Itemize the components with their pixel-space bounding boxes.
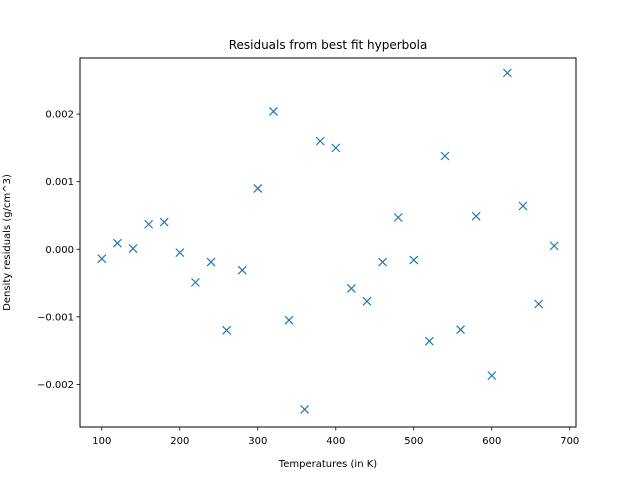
x-tick-label: 300 [248, 436, 267, 447]
x-tick-label: 200 [170, 436, 189, 447]
data-point [346, 284, 356, 293]
data-point [206, 257, 216, 267]
data-point [159, 217, 169, 227]
data-point [549, 241, 559, 251]
data-point [128, 244, 138, 254]
plot-frame [79, 57, 577, 428]
y-tick-label: −0.001 [37, 312, 74, 323]
data-point [315, 136, 325, 146]
x-axis-label: Temperatures (in K) [278, 459, 377, 470]
data-point [331, 143, 341, 153]
data-point [456, 325, 466, 335]
data-point [502, 68, 512, 78]
data-point [378, 257, 388, 267]
data-point [175, 248, 185, 258]
y-tick-label: 0.001 [45, 177, 74, 188]
data-point [222, 325, 232, 335]
data-point [518, 201, 528, 211]
x-tick-label: 700 [560, 436, 579, 447]
data-markers [97, 68, 559, 414]
data-point [534, 299, 543, 309]
x-tick-label: 400 [326, 436, 345, 447]
y-tick-label: 0.000 [45, 245, 74, 256]
data-point [237, 265, 247, 275]
data-point [487, 371, 497, 381]
data-point [471, 211, 481, 221]
data-point [253, 184, 263, 193]
data-point [113, 238, 122, 248]
data-point [97, 254, 107, 264]
data-point [440, 151, 450, 161]
data-point [268, 106, 278, 116]
x-tick-label: 500 [404, 436, 423, 447]
data-point [300, 405, 310, 414]
data-point [424, 336, 434, 346]
data-point [362, 296, 372, 306]
y-tick-label: 0.002 [45, 110, 74, 121]
data-point [284, 315, 294, 325]
x-tick-label: 600 [482, 436, 501, 447]
y-axis-label: Density residuals (g/cm^3) [2, 174, 13, 311]
x-tick-label: 100 [92, 436, 111, 447]
chart-title: Residuals from best fit hyperbola [229, 38, 428, 52]
data-point [144, 219, 154, 229]
y-tick-label: −0.002 [37, 380, 74, 391]
y-axis: −0.002 −0.001 0.000 0.001 0.002 [37, 110, 80, 391]
data-point [393, 213, 403, 222]
data-point [190, 277, 200, 287]
x-axis: 100 200 300 400 500 600 700 [92, 427, 579, 447]
data-point [409, 255, 419, 265]
